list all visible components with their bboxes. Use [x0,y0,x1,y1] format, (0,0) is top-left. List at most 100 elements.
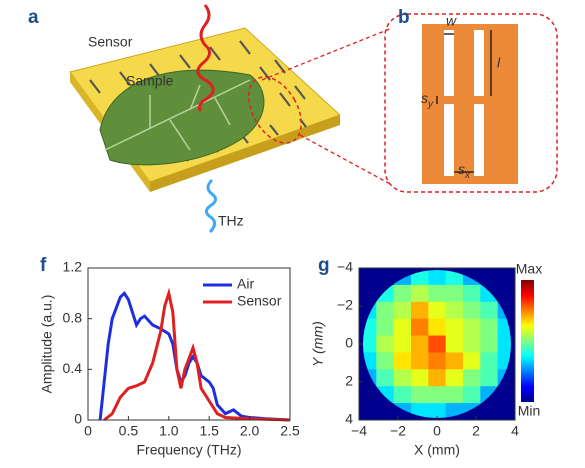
heatmap-cell [445,386,464,404]
label: THz [218,213,244,229]
heatmap-cell [428,403,447,418]
panel-letter: b [398,7,410,28]
heatmap-cell [393,284,412,303]
heatmap-cell [411,284,429,303]
heatmap-cell [480,318,499,337]
heatmap-cell [363,352,377,370]
x-tick-label: −2 [390,423,406,439]
heatmap-cell [463,301,481,320]
heatmap-cell [428,301,447,320]
heatmap-cell [497,335,511,353]
unit-cell [422,24,518,184]
y-axis-label: Amplitude (a.u.) [39,295,55,394]
heatmap-cell [363,335,377,353]
heatmap-cell [411,386,429,404]
x-tick-label: 1.0 [159,423,179,439]
heatmap-cell [376,369,395,387]
heatmap-cell [463,318,481,337]
heatmap-cell [393,369,412,387]
colorbar-label: Max [516,261,542,277]
panel-letter: a [28,7,39,28]
y-tick-label: 0 [345,335,353,351]
y-tick-label: −4 [337,259,353,275]
heatmap-cell [428,318,447,337]
symbol: s [458,161,465,177]
x-tick-label: 2.5 [280,423,300,439]
symbol: w [446,13,457,29]
subscript: y [427,99,434,110]
heatmap-cell [411,352,429,370]
symbol: sy [421,90,434,110]
heatmap-cell [463,352,481,370]
symbol: s [421,90,428,106]
sensor-illustration [69,4,393,234]
y-tick-label: 4 [345,411,353,427]
heatmap-cell [393,301,412,320]
heatmap-cell [445,369,464,387]
y-tick-label: 2 [345,373,353,389]
heatmap-cell [463,284,481,303]
heatmap-cell [428,386,447,404]
heatmap-cell [411,301,429,320]
heatmap-cell [411,270,429,286]
heatmap-cell [480,335,499,353]
y-tick-label: 0.4 [63,360,83,376]
heatmap-cell [445,284,464,303]
y-tick-label: −2 [337,297,353,313]
legend-label: Sensor [237,293,282,309]
heatmap-cell [376,352,395,370]
heatmap-cell [480,301,499,320]
x-tick-label: 4 [511,423,519,439]
label: Sample [126,73,174,89]
heatmap-cell [376,335,395,353]
heatmap-cell [445,335,464,353]
x-tick-label: 2 [472,423,480,439]
heatmap-cell [393,335,412,353]
heatmap-cell [428,369,447,387]
panel-letter: g [318,255,330,276]
heatmap-cell [445,318,464,337]
label: Sensor [88,34,133,50]
heatmap-cell [463,386,481,404]
heatmap-cell [376,301,395,320]
heatmap-cell [428,284,447,303]
panel-letter: f [40,255,47,276]
heatmap-cell [363,318,377,337]
zoom-box [384,13,558,193]
x-axis-label: X (mm) [414,442,460,458]
legend-label: Air [237,276,254,292]
data-line [103,287,291,422]
x-axis-label: Frequency (THz) [136,442,241,458]
symbol: l [497,55,501,71]
heatmap-cell [411,335,429,353]
heatmap-cell [445,403,464,418]
heatmap-cell [411,318,429,337]
x-tick-label: 2.0 [240,423,260,439]
y-tick-label: 1.2 [63,259,83,275]
heatmap-cell [411,369,429,387]
x-tick-label: 1.5 [199,423,219,439]
heatmap-cell [428,352,447,370]
heatmap-cell [497,318,511,337]
x-tick-label: −4 [351,423,367,439]
heatmap-cell [428,270,447,286]
heatmap-cell [393,386,412,404]
heatmap-cell [376,318,395,337]
y-tick-label: 0 [74,411,82,427]
x-tick-label: 0.5 [119,423,139,439]
heatmap-cell [463,369,481,387]
heatmap-cell [463,335,481,353]
x-tick-label: 0 [84,423,92,439]
y-tick-label: 0.8 [63,309,83,325]
plot-frame [87,267,291,421]
heatmap-cell [480,352,499,370]
colorbar [521,280,534,402]
heatmap-cell [445,270,464,286]
y-axis-label: Y (mm) [310,321,326,367]
heatmap-cell [445,352,464,370]
heatmap-cell [497,352,511,370]
heatmap-cell [428,335,447,353]
heatmap-cell [445,301,464,320]
x-tick-label: 0 [433,423,441,439]
